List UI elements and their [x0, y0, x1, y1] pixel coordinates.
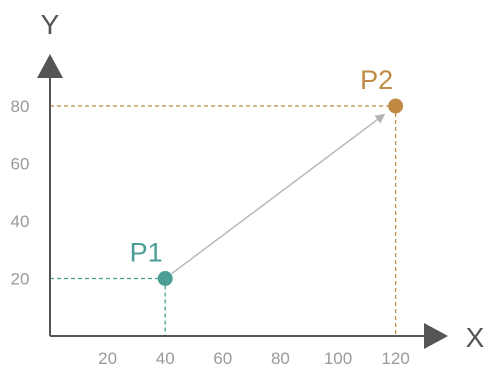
- x-tick-label: 20: [98, 349, 117, 368]
- data-point: [388, 98, 404, 114]
- y-tick-label: 40: [11, 212, 30, 231]
- x-tick-label: 40: [156, 349, 175, 368]
- vector-arrow-group: [171, 113, 386, 275]
- data-point: [157, 271, 173, 286]
- point-label: P2: [360, 65, 393, 95]
- y-axis-title: Y: [41, 9, 60, 40]
- vector-arrow: [171, 113, 386, 275]
- x-tick-label: 80: [271, 349, 290, 368]
- y-tick-label: 80: [11, 97, 30, 116]
- y-tick-label: 60: [11, 155, 30, 174]
- x-tick-label: 60: [213, 349, 232, 368]
- x-tick-label: 120: [381, 349, 409, 368]
- x-axis-title: X: [466, 322, 485, 353]
- x-axis-arrowhead: [424, 323, 448, 349]
- data-points: P1 P2: [130, 65, 404, 286]
- y-tick-labels: 20 40 60 80: [11, 97, 30, 289]
- x-tick-labels: 20 40 60 80 100 120: [98, 349, 410, 368]
- y-tick-label: 20: [11, 270, 30, 289]
- axes: X Y: [37, 9, 485, 353]
- x-tick-label: 100: [324, 349, 352, 368]
- y-axis-arrowhead: [37, 54, 63, 78]
- guide-lines: [50, 105, 397, 336]
- point-label: P1: [130, 238, 163, 268]
